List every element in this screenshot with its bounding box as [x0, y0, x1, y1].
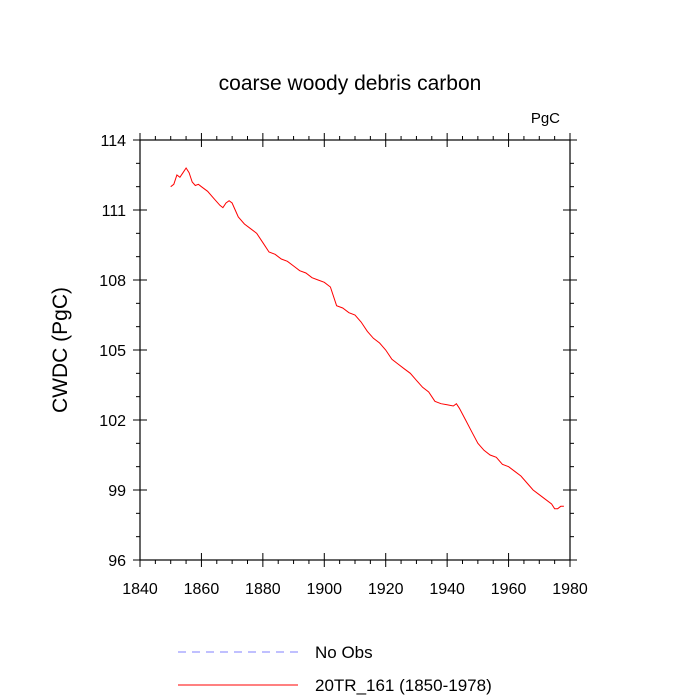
x-tick-label: 1920: [368, 581, 404, 598]
units-label: PgC: [531, 110, 560, 127]
y-tick-label: 96: [108, 553, 126, 570]
y-tick-label: 105: [99, 343, 126, 360]
x-tick-label: 1940: [429, 581, 465, 598]
y-tick-label: 99: [108, 483, 126, 500]
legend: No Obs 20TR_161 (1850-1978): [178, 643, 492, 695]
axis-ticks: [133, 133, 577, 567]
series-layer: [170, 167, 564, 510]
series-line-1: [170, 167, 564, 510]
x-tick-label: 1960: [491, 581, 527, 598]
tick-labels: 1840 1860 1880 1900 1920 1940 1960 1980 96 99 102 1…: [99, 133, 588, 598]
x-tick-label: 1840: [122, 581, 158, 598]
x-tick-label: 1900: [306, 581, 342, 598]
x-tick-label: 1880: [245, 581, 281, 598]
legend-label-20tr-161: 20TR_161 (1850-1978): [315, 676, 492, 695]
y-tick-label: 111: [102, 203, 126, 220]
x-tick-label: 1860: [184, 581, 220, 598]
y-tick-label: 102: [99, 413, 126, 430]
x-tick-label: 1980: [552, 581, 588, 598]
y-tick-label: 114: [100, 133, 126, 150]
chart-title: coarse woody debris carbon: [219, 72, 482, 95]
y-tick-label: 108: [99, 273, 126, 290]
y-axis-label: CWDC (PgC): [49, 287, 72, 413]
legend-label-no-obs: No Obs: [315, 643, 373, 662]
